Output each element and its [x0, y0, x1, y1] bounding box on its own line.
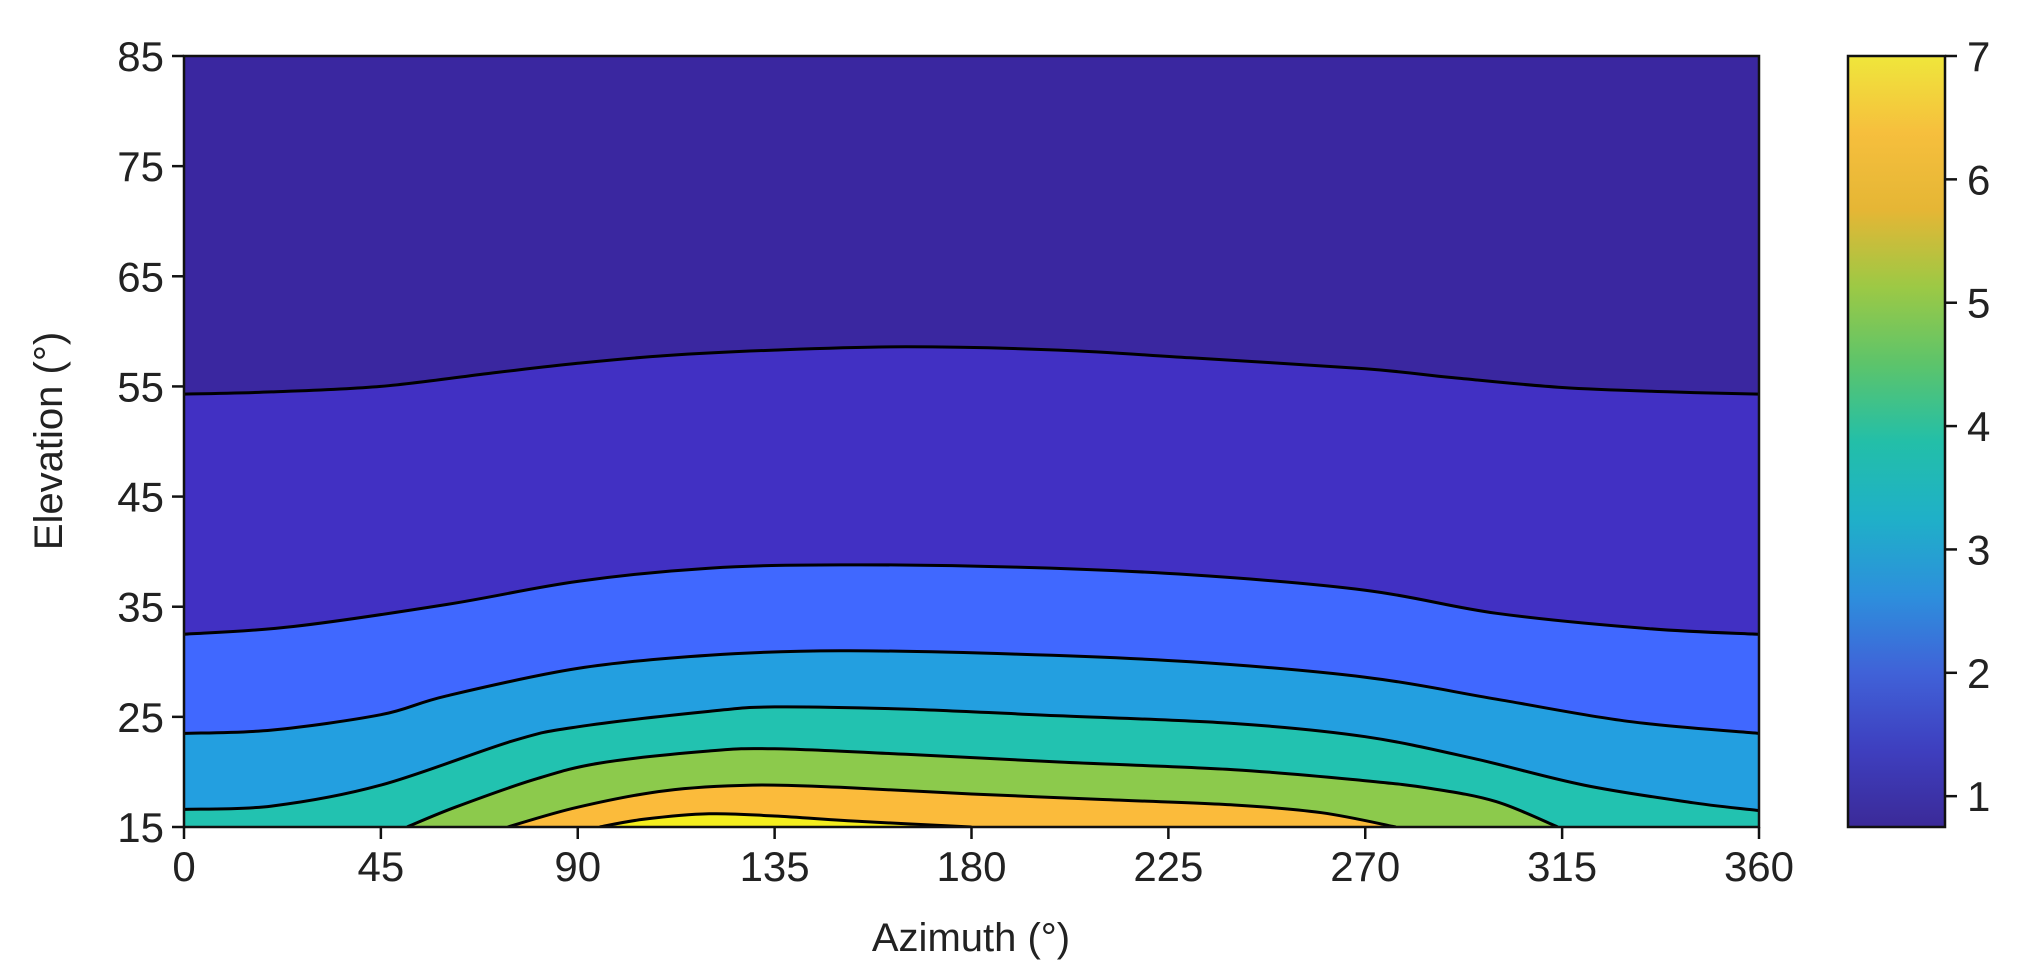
- x-tick-label: 315: [1527, 843, 1597, 890]
- x-tick-label: 270: [1330, 843, 1400, 890]
- colorbar-tick-label: 7: [1967, 33, 1990, 80]
- y-tick-label: 65: [117, 253, 164, 300]
- contour-line-6: [507, 783, 1397, 827]
- y-tick-label: 85: [117, 33, 164, 80]
- colorbar-tick-label: 2: [1967, 650, 1990, 697]
- contour-fills: [184, 346, 1759, 827]
- colorbar-tick-label: 4: [1967, 403, 1990, 450]
- contour-line-4: [184, 705, 1759, 812]
- x-tick-label: 225: [1133, 843, 1203, 890]
- x-tick-label: 0: [172, 843, 195, 890]
- contour-line-2: [184, 563, 1759, 636]
- plot-area: [184, 56, 1759, 827]
- colorbar-tick-label: 3: [1967, 526, 1990, 573]
- x-tick-label: 90: [554, 843, 601, 890]
- colorbar: 1 2 3 4 5 6 7: [1846, 33, 1990, 829]
- y-axis: 15 25 35 45 55 65 75 85: [117, 33, 184, 851]
- y-tick-label: 35: [117, 584, 164, 631]
- x-axis-label: Azimuth (°): [872, 916, 1070, 960]
- y-tick-label: 15: [117, 804, 164, 851]
- x-tick-label: 45: [358, 843, 405, 890]
- colorbar-tick-label: 1: [1967, 773, 1990, 820]
- contour-lines: [184, 345, 1759, 827]
- y-tick-label: 25: [117, 694, 164, 741]
- colorbar-gradient-bar: [1846, 54, 1947, 829]
- contour-line-7: [599, 812, 972, 827]
- colorbar-tick-label: 6: [1967, 156, 1990, 203]
- x-tick-label: 360: [1724, 843, 1794, 890]
- contour-line-5: [406, 747, 1559, 827]
- x-tick-label: 180: [936, 843, 1006, 890]
- y-tick-label: 55: [117, 363, 164, 410]
- x-axis: 0 45 90 135 180 225 270 315 360: [172, 827, 1794, 890]
- y-axis-label: Elevation (°): [27, 332, 71, 550]
- y-tick-label: 75: [117, 143, 164, 190]
- colorbar-tick-label: 5: [1967, 280, 1990, 327]
- x-tick-label: 135: [740, 843, 810, 890]
- contour-line-1: [184, 345, 1759, 396]
- colorbar-ticks: 1 2 3 4 5 6 7: [1945, 33, 1990, 820]
- contour-line-3: [184, 649, 1759, 735]
- y-tick-label: 45: [117, 474, 164, 521]
